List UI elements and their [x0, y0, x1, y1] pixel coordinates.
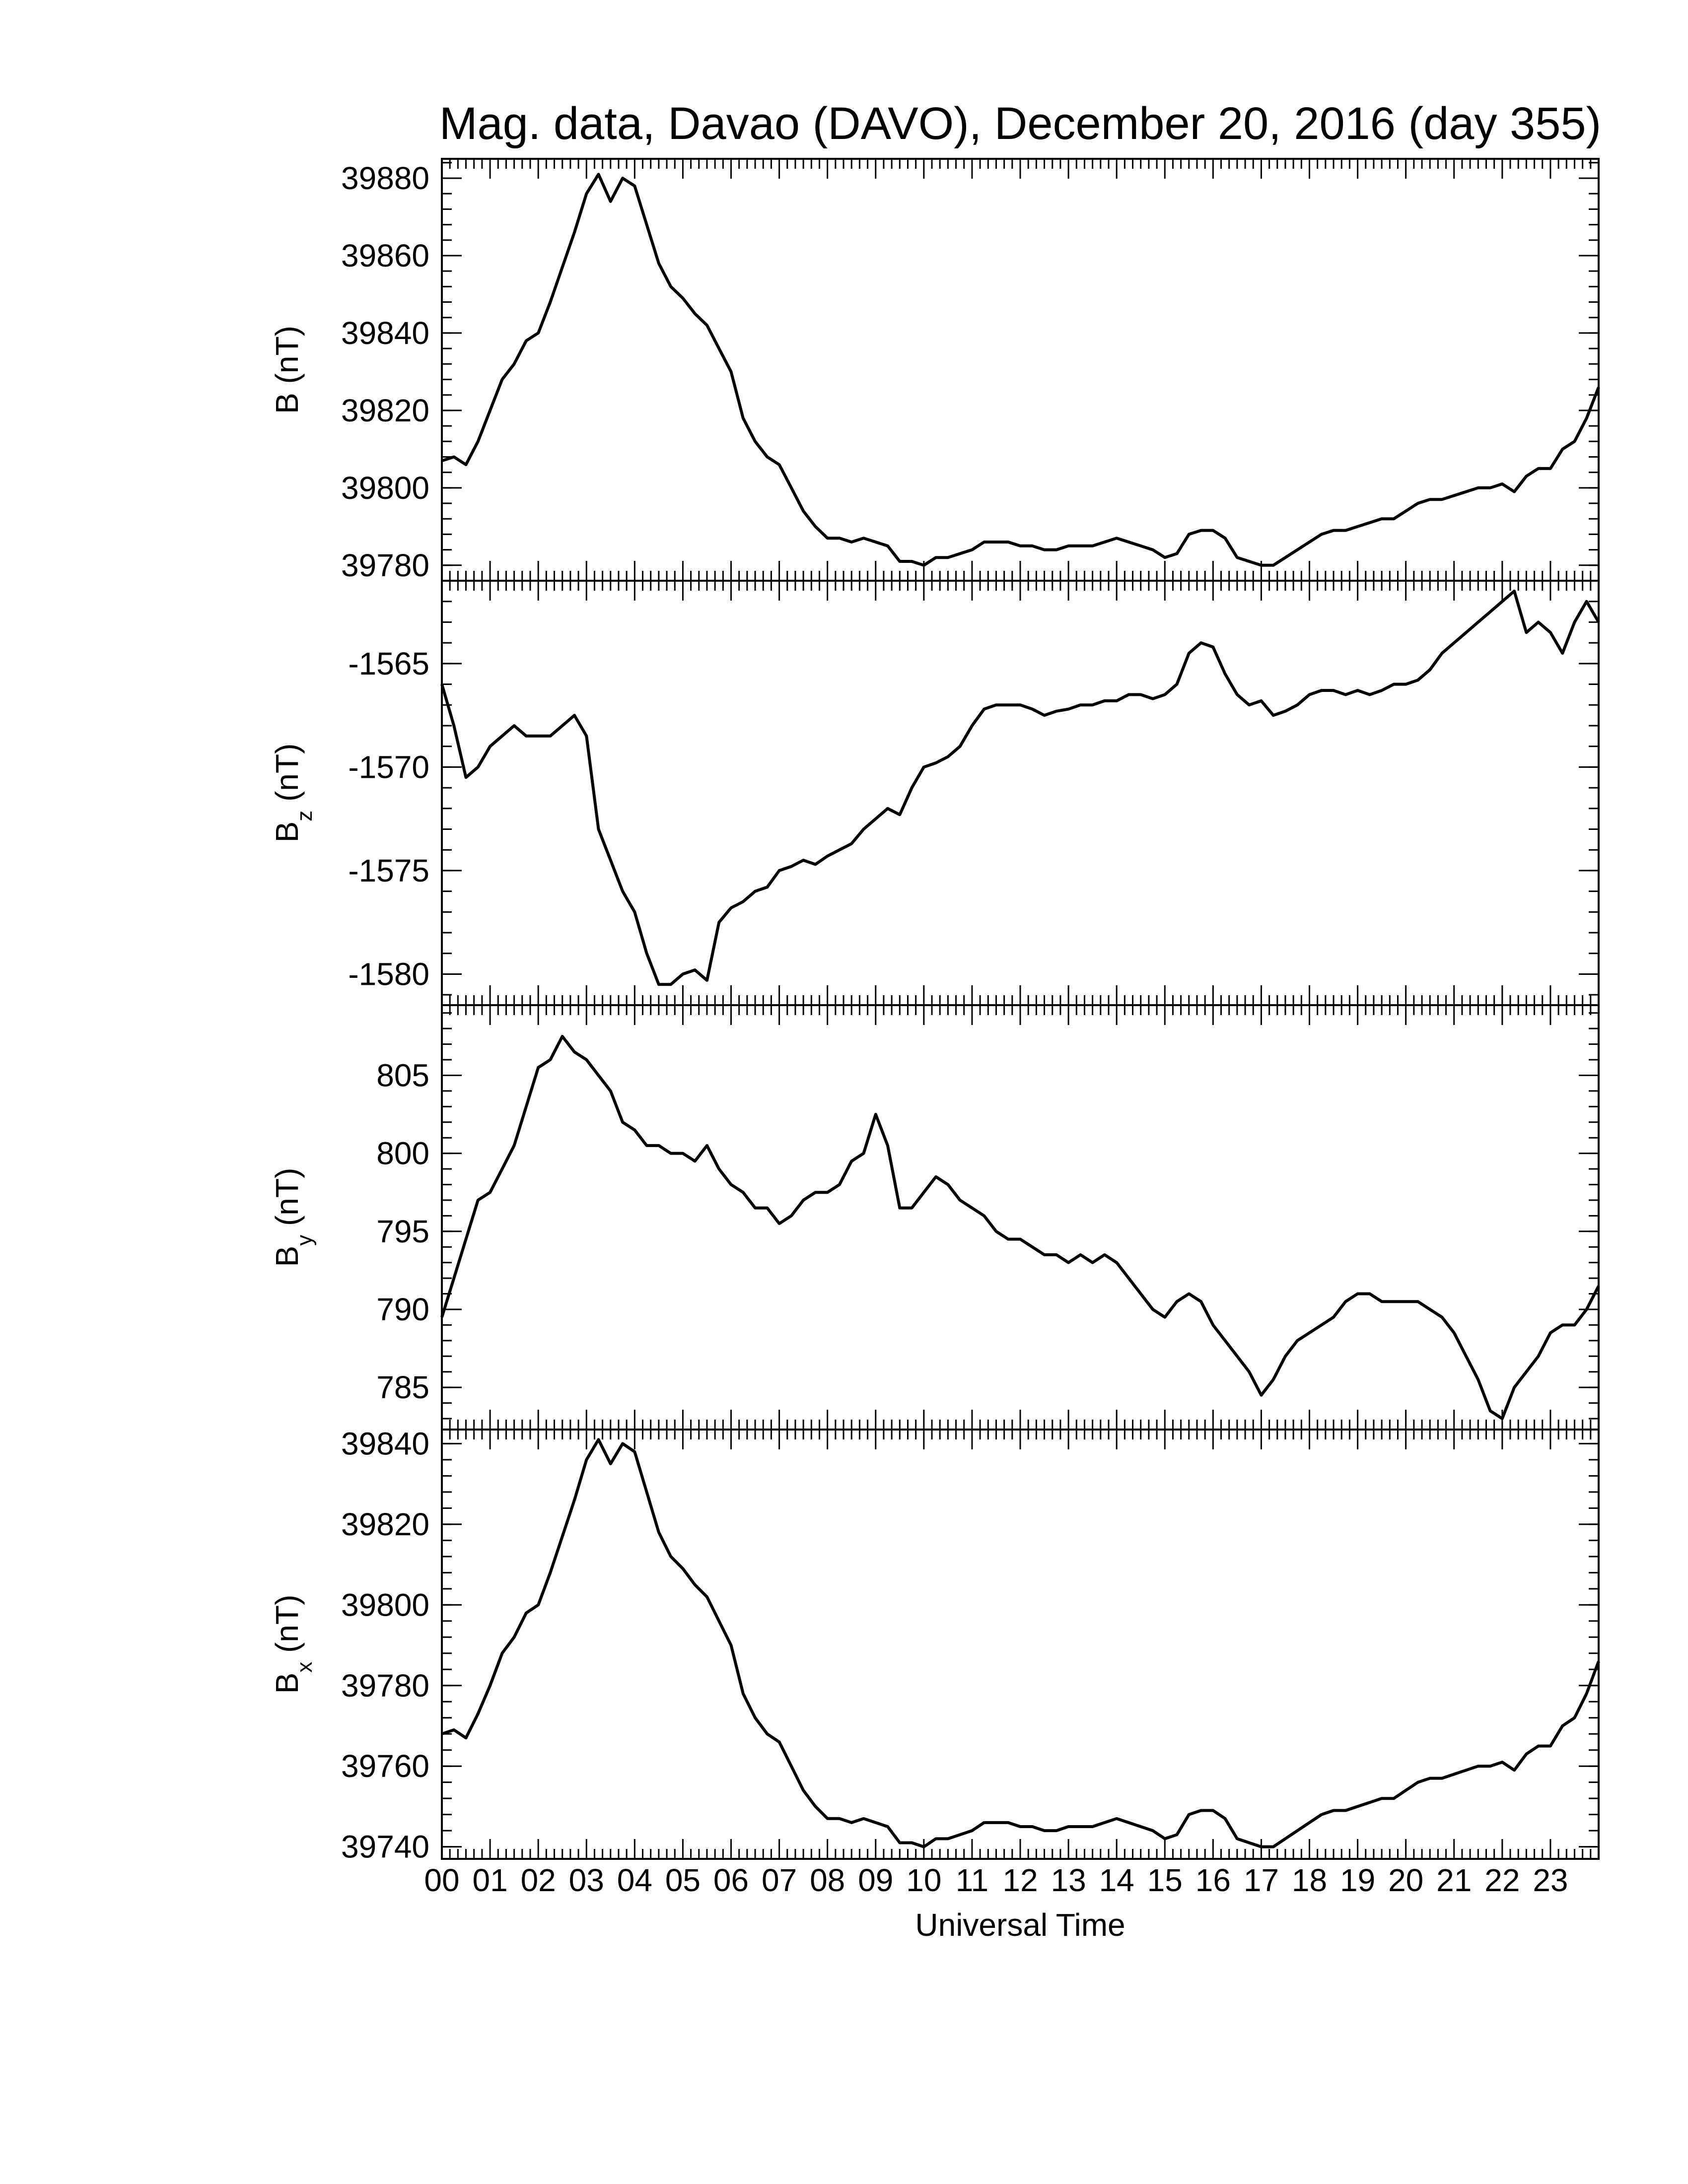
- y-tick-label: 39820: [341, 393, 429, 428]
- y-axis-title-main: B: [269, 1246, 305, 1267]
- series-line: [440, 1034, 1600, 1420]
- y-tick-label: -1570: [348, 749, 429, 785]
- x-tick-label: 19: [1340, 1862, 1375, 1898]
- y-tick-label: 39800: [341, 1587, 429, 1623]
- y-axis-title-main: B (nT): [269, 326, 305, 414]
- y-axis-title: Bz (nT): [269, 744, 317, 843]
- panel-1: -1580 -1575 -1570 -1565 Bz (nT): [269, 580, 1600, 1006]
- y-axis-title-unit: (nT): [269, 744, 305, 811]
- y-axis-title-unit: (nT): [269, 1168, 305, 1235]
- x-tick-label: 12: [1002, 1862, 1038, 1898]
- series-line: [441, 1438, 1600, 1848]
- y-axis-title-main: B: [269, 1673, 305, 1694]
- x-tick-label: 02: [521, 1862, 556, 1898]
- x-tick-label: 16: [1196, 1862, 1231, 1898]
- x-tick-label: 18: [1292, 1862, 1327, 1898]
- x-tick-label: 11: [956, 1862, 988, 1898]
- y-tick-label: 39800: [341, 470, 429, 506]
- y-tick-label: 39780: [341, 547, 429, 583]
- y-tick-label: -1575: [348, 853, 429, 888]
- y-axis-title: By (nT): [269, 1168, 317, 1267]
- x-tick-label: 15: [1147, 1862, 1183, 1898]
- x-tick-label: 10: [906, 1862, 941, 1898]
- series-line: [441, 173, 1600, 567]
- x-axis-title: Universal Time: [915, 1907, 1125, 1943]
- y-tick-label: 790: [376, 1292, 429, 1327]
- x-tick-label: 05: [665, 1862, 701, 1898]
- y-tick-label: 785: [376, 1369, 429, 1405]
- x-tick-label: 23: [1533, 1862, 1568, 1898]
- y-tick-label: -1565: [348, 646, 429, 682]
- y-tick-label: -1580: [348, 956, 429, 992]
- x-tick-label: 20: [1388, 1862, 1423, 1898]
- x-tick-label: 14: [1099, 1862, 1134, 1898]
- y-axis-title-subscript: x: [292, 1662, 317, 1673]
- y-tick-label: 39840: [341, 315, 429, 351]
- y-tick-label: 39740: [341, 1829, 429, 1865]
- y-tick-label: 39780: [341, 1668, 429, 1704]
- x-tick-label: 08: [810, 1862, 845, 1898]
- y-tick-label: 39860: [341, 238, 429, 273]
- series-line: [440, 589, 1600, 986]
- y-axis-title-unit: (nT): [269, 1595, 305, 1662]
- x-tick-label: 22: [1484, 1862, 1520, 1898]
- x-tick-label: 01: [472, 1862, 507, 1898]
- y-tick-label: 39760: [341, 1748, 429, 1784]
- y-axis-title: B (nT): [269, 326, 305, 414]
- x-tick-labels: 00 01 02 03 04 05 06 07 08 09 10 11 12 13 14 15 16 17 18 19…: [424, 1862, 1568, 1898]
- y-axis-title-subscript: z: [292, 811, 317, 821]
- panel-3: 39740 39760 39780 39800 39820 39840 Bx (nT): [269, 1426, 1600, 1865]
- y-tick-label: 39880: [341, 160, 429, 196]
- panel-0: 39780 39800 39820 39840 39860 39880 B (nT): [269, 158, 1600, 583]
- y-tick-label: 39840: [341, 1426, 429, 1461]
- y-tick-label: 805: [376, 1057, 429, 1093]
- x-tick-label: 03: [569, 1862, 604, 1898]
- x-tick-label: 09: [858, 1862, 893, 1898]
- y-tick-label: 795: [376, 1214, 429, 1249]
- x-tick-label: 21: [1436, 1862, 1472, 1898]
- x-tick-label: 06: [713, 1862, 749, 1898]
- y-axis-title-main: B: [269, 821, 305, 843]
- x-tick-label: 13: [1051, 1862, 1086, 1898]
- y-axis-title-subscript: y: [292, 1235, 317, 1246]
- x-tick-label: 04: [617, 1862, 652, 1898]
- x-tick-label: 00: [424, 1862, 459, 1898]
- x-tick-label: 07: [762, 1862, 797, 1898]
- x-tick-label: 17: [1244, 1862, 1279, 1898]
- y-tick-label: 39820: [341, 1506, 429, 1542]
- y-axis-title: Bx (nT): [269, 1595, 317, 1694]
- chart-title: Mag. data, Davao (DAVO), December 20, 20…: [439, 98, 1601, 149]
- y-tick-label: 800: [376, 1136, 429, 1171]
